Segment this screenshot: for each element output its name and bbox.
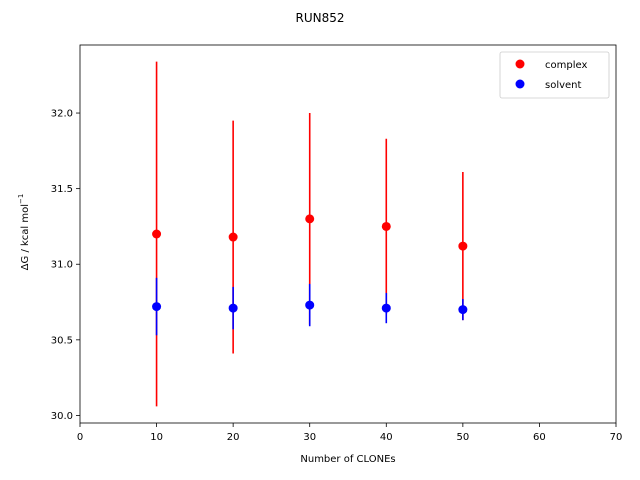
y-tick-label: 31.0 bbox=[51, 260, 73, 271]
plot-area: 0 10 20 30 40 50 60 70 30.0 30.5 31.0 31.5 32.0 bbox=[51, 44, 623, 443]
legend-label-complex: complex bbox=[545, 60, 587, 71]
x-tick-label: 60 bbox=[533, 432, 546, 443]
x-axis-title: Number of CLONEs bbox=[300, 454, 395, 465]
x-tick-label: 30 bbox=[303, 432, 316, 443]
point-solvent bbox=[458, 305, 468, 315]
point-complex bbox=[305, 214, 315, 224]
legend-box bbox=[499, 51, 610, 99]
legend-label-solvent: solvent bbox=[545, 80, 582, 91]
legend-marker-solvent bbox=[515, 79, 525, 89]
x-tick-label: 70 bbox=[610, 432, 623, 443]
x-tick-label: 0 bbox=[77, 432, 83, 443]
point-complex bbox=[152, 229, 162, 239]
y-tick-label: 30.5 bbox=[51, 335, 73, 346]
y-tick-label: 32.0 bbox=[51, 109, 73, 120]
y-axis-title: ΔG / kcal mol−1 bbox=[17, 194, 31, 271]
point-solvent bbox=[228, 303, 238, 313]
legend: complex solvent bbox=[499, 51, 610, 99]
point-solvent bbox=[305, 300, 315, 310]
point-solvent bbox=[381, 303, 391, 313]
plot-frame bbox=[79, 44, 617, 424]
point-complex bbox=[381, 221, 391, 231]
y-axis-title-text: ΔG / kcal mol bbox=[20, 204, 31, 270]
legend-marker-complex bbox=[515, 59, 525, 69]
x-tick-label: 20 bbox=[227, 432, 240, 443]
x-tick-label: 50 bbox=[456, 432, 469, 443]
x-tick-label: 40 bbox=[380, 432, 393, 443]
y-tick-label: 30.0 bbox=[51, 411, 73, 422]
chart-title: RUN852 bbox=[295, 11, 344, 25]
x-tick-label: 10 bbox=[150, 432, 163, 443]
point-complex bbox=[458, 241, 468, 251]
y-tick-label: 31.5 bbox=[51, 184, 73, 195]
point-solvent bbox=[152, 302, 162, 312]
y-axis-title-superscript: −1 bbox=[17, 194, 25, 204]
point-complex bbox=[228, 232, 238, 242]
